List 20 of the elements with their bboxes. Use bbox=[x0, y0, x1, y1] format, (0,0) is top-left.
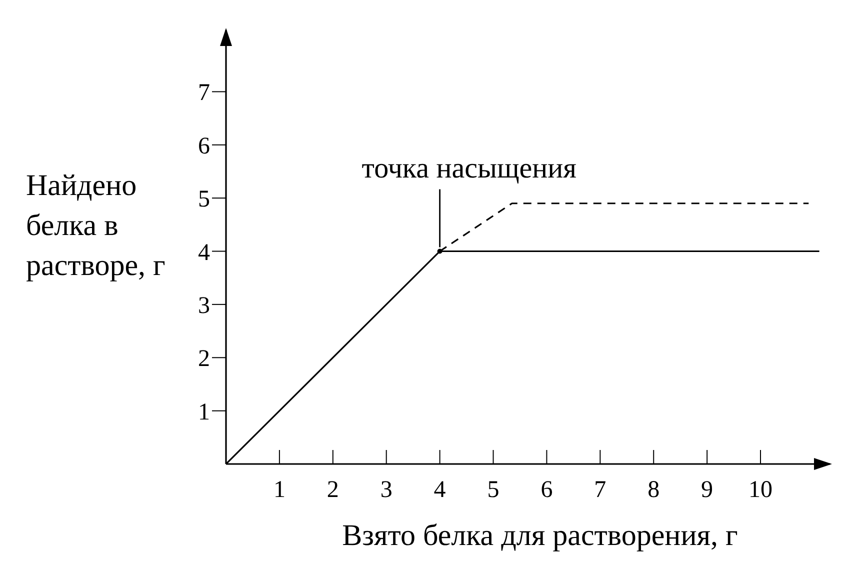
y-tick-label: 5 bbox=[198, 186, 210, 213]
y-tick-label: 4 bbox=[198, 240, 210, 266]
x-tick-label: 2 bbox=[326, 477, 339, 504]
x-tick-label: 1 bbox=[273, 477, 286, 504]
y-tick-label: 7 bbox=[198, 80, 210, 106]
x-tick-label: 10 bbox=[748, 477, 773, 504]
y-tick-label: 1 bbox=[198, 399, 210, 426]
x-tick-label: 5 bbox=[487, 477, 500, 504]
x-tick-label: 6 bbox=[540, 477, 553, 504]
x-tick-label: 7 bbox=[594, 477, 606, 504]
y-tick-label: 2 bbox=[198, 346, 210, 372]
annotation: точка насыщения bbox=[362, 152, 577, 184]
x-axis-title: Взято белка для растворения, г bbox=[341, 519, 739, 553]
x-tick-label: 9 bbox=[701, 477, 714, 504]
x-tick-label: 4 bbox=[434, 477, 446, 504]
x-tick-label: 8 bbox=[648, 477, 660, 504]
x-tick-label: 3 bbox=[380, 477, 392, 504]
y-axis-title: Найдено белка в растворе, г bbox=[26, 168, 166, 284]
y-tick-label: 3 bbox=[198, 292, 210, 319]
y-tick-label: 6 bbox=[198, 133, 210, 160]
